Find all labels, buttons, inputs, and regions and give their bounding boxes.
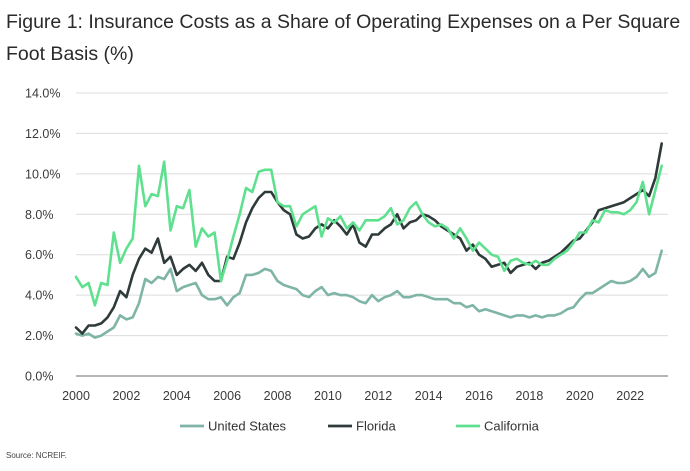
y-tick-label: 14.0% bbox=[25, 87, 60, 101]
x-tick-label: 2018 bbox=[516, 389, 544, 403]
x-tick-label: 2014 bbox=[415, 389, 443, 403]
x-tick-label: 2016 bbox=[465, 389, 493, 403]
x-tick-label: 2000 bbox=[62, 389, 90, 403]
chart-title: Figure 1: Insurance Costs as a Share of … bbox=[6, 11, 681, 65]
legend: United States Florida California bbox=[180, 419, 540, 434]
y-tick-label: 4.0% bbox=[25, 289, 54, 303]
x-tick-label: 2008 bbox=[264, 389, 292, 403]
legend-label: Florida bbox=[356, 419, 397, 434]
y-tick-label: 10.0% bbox=[25, 167, 60, 181]
y-tick-label: 8.0% bbox=[25, 208, 54, 222]
y-tick-label: 0.0% bbox=[25, 370, 54, 384]
y-tick-label: 12.0% bbox=[25, 127, 60, 141]
x-tick-label: 2012 bbox=[364, 389, 392, 403]
x-axis-ticks: 2000 2002 2004 2006 2008 2010 2012 2014 2016 2018… bbox=[62, 389, 644, 403]
series-lines bbox=[74, 142, 664, 339]
series-line-united-states bbox=[74, 249, 664, 339]
x-tick-label: 2004 bbox=[163, 389, 191, 403]
legend-label: United States bbox=[208, 419, 287, 434]
legend-label: California bbox=[484, 419, 540, 434]
y-axis-ticks: 0.0% 2.0% 4.0% 6.0% 8.0% 10.0% 12.0% 14.0% bbox=[25, 87, 60, 384]
y-tick-label: 6.0% bbox=[25, 248, 54, 262]
x-tick-label: 2010 bbox=[314, 389, 342, 403]
x-tick-label: 2020 bbox=[566, 389, 594, 403]
series-line-florida bbox=[74, 142, 664, 335]
x-tick-label: 2022 bbox=[616, 389, 644, 403]
series-line-california bbox=[74, 160, 664, 307]
grid-lines bbox=[76, 92, 668, 377]
x-tick-label: 2006 bbox=[213, 389, 241, 403]
x-tick-label: 2002 bbox=[112, 389, 140, 403]
y-tick-label: 2.0% bbox=[25, 329, 54, 343]
source-note: Source: NCREIF. bbox=[6, 451, 67, 460]
